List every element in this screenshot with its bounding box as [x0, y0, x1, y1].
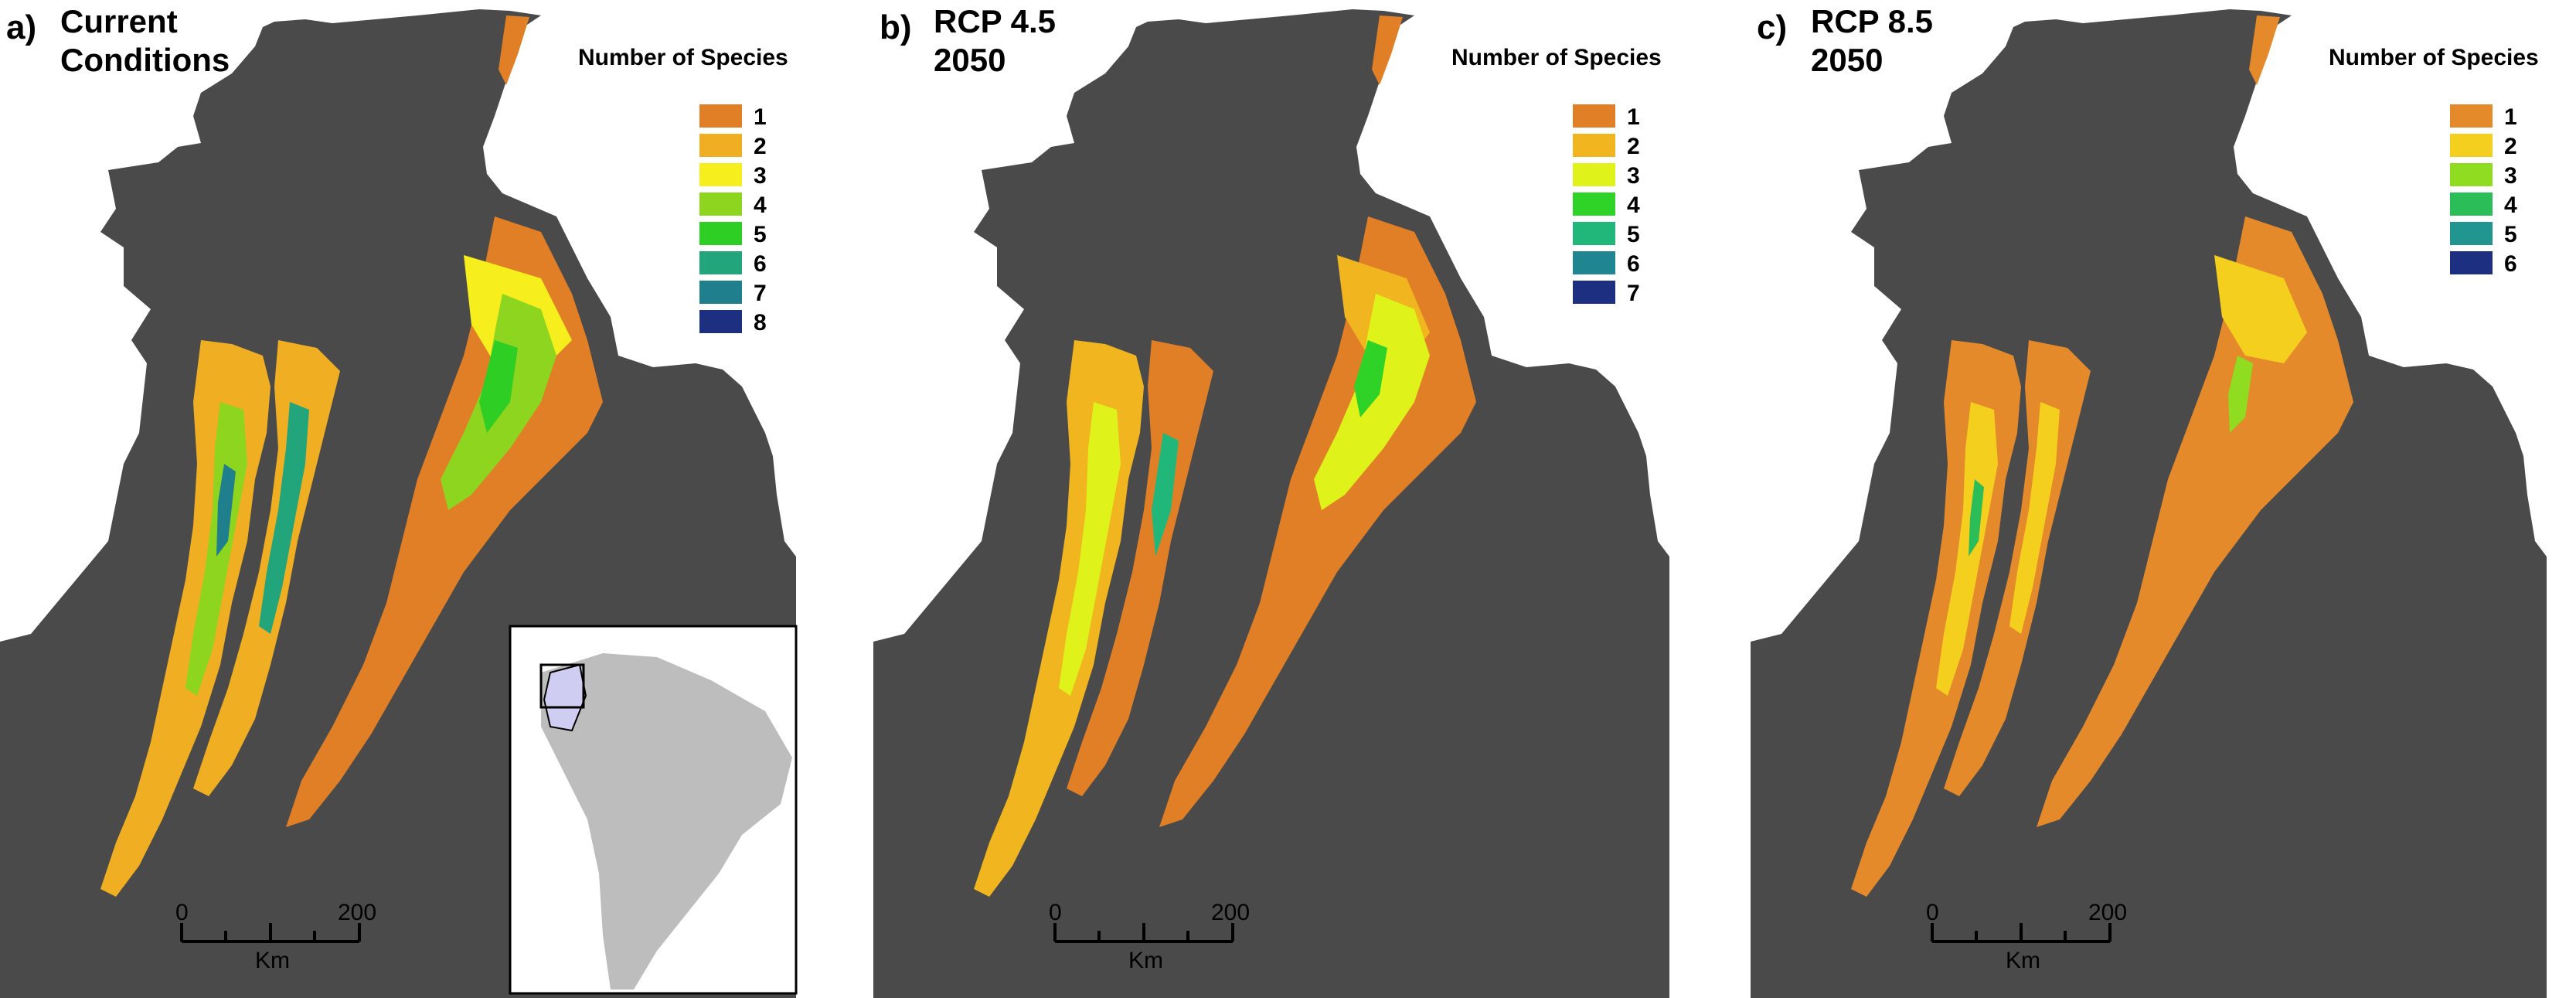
legend-swatch	[1573, 163, 1615, 186]
panel-letter: b)	[880, 9, 912, 46]
scale-bar: 0 200 Km	[175, 900, 376, 973]
legend-label: 6	[1627, 251, 1640, 277]
legend-swatch	[2450, 163, 2493, 186]
species-range-layer	[1851, 15, 2353, 897]
legend-swatch	[2450, 222, 2493, 245]
legend-swatch	[2450, 192, 2493, 216]
panel-title-line: Current	[60, 3, 178, 39]
legend-swatch	[1573, 251, 1615, 274]
panel-letter: c)	[1757, 9, 1787, 46]
scale-unit-label: Km	[1128, 948, 1163, 973]
legend-label: 5	[1627, 222, 1640, 247]
legend-label: 5	[754, 222, 767, 247]
legend-swatch	[2450, 134, 2493, 157]
legend-swatch	[1573, 281, 1615, 304]
legend-title: Number of Species	[2329, 45, 2539, 70]
legend-swatch	[699, 192, 742, 216]
panel-title-line: 2050	[1811, 42, 1883, 78]
scale-zero-label: 0	[1926, 900, 1939, 925]
scale-bar: 0 200 Km	[1049, 900, 1250, 973]
legend-label: 2	[754, 134, 767, 159]
legend-swatch	[1573, 134, 1615, 157]
legend-swatch	[1573, 192, 1615, 216]
legend-label: 8	[754, 310, 767, 336]
legend-label: 6	[2504, 251, 2517, 277]
legend-label: 4	[1627, 192, 1640, 218]
scale-unit-label: Km	[2006, 948, 2040, 973]
legend-label: 7	[1627, 281, 1640, 306]
panel-title-line: RCP 4.5	[934, 3, 1056, 39]
legend-label: 1	[1627, 104, 1640, 130]
legend: Number of Species 1 2 3 4 5 6	[2329, 45, 2539, 277]
legend-swatch	[699, 310, 742, 333]
inset-south-america	[541, 653, 792, 989]
legend-label: 3	[754, 163, 767, 189]
legend-label: 3	[2504, 163, 2517, 189]
legend: Number of Species 1 2 3 4 5 6 7	[1451, 45, 1662, 306]
legend-title: Number of Species	[578, 45, 788, 70]
scale-zero-label: 0	[175, 900, 189, 925]
legend-label: 4	[2504, 192, 2517, 218]
legend-label: 2	[1627, 134, 1640, 159]
legend-swatch	[699, 134, 742, 157]
panel-title-line: Conditions	[60, 42, 230, 78]
species-range-layer	[974, 15, 1476, 897]
legend-label: 7	[754, 281, 767, 306]
legend-label: 6	[754, 251, 767, 277]
legend-title: Number of Species	[1451, 45, 1662, 70]
legend-swatch	[699, 163, 742, 186]
legend-swatch	[1573, 222, 1615, 245]
inset-map	[509, 625, 798, 995]
scale-unit-label: Km	[255, 948, 290, 973]
panel-a	[0, 9, 798, 998]
legend-label: 2	[2504, 134, 2517, 159]
scale-max-label: 200	[338, 900, 376, 925]
legend-swatch	[699, 222, 742, 245]
species-range-layer	[100, 15, 603, 897]
panel-b	[873, 9, 1669, 998]
legend: Number of Species 1 2 3 4 5 6 7 8	[578, 45, 788, 336]
panel-c	[1751, 9, 2547, 998]
scale-bar: 0 200 Km	[1926, 900, 2127, 973]
legend-label: 1	[754, 104, 767, 130]
legend-swatch	[699, 104, 742, 128]
panel-title-line: 2050	[934, 42, 1006, 78]
legend-swatch	[1573, 104, 1615, 128]
scale-zero-label: 0	[1049, 900, 1062, 925]
inset-extent-box	[539, 663, 585, 709]
legend-label: 1	[2504, 104, 2517, 130]
panel-letter: a)	[6, 9, 36, 46]
legend-label: 3	[1627, 163, 1640, 189]
legend-label: 4	[754, 192, 767, 218]
legend-swatch	[699, 281, 742, 304]
panel-title-line: RCP 8.5	[1811, 3, 1933, 39]
scale-max-label: 200	[2088, 900, 2127, 925]
legend-swatch	[2450, 251, 2493, 274]
legend-swatch	[2450, 104, 2493, 128]
scale-max-label: 200	[1211, 900, 1250, 925]
legend-label: 5	[2504, 222, 2517, 247]
legend-swatch	[699, 251, 742, 274]
